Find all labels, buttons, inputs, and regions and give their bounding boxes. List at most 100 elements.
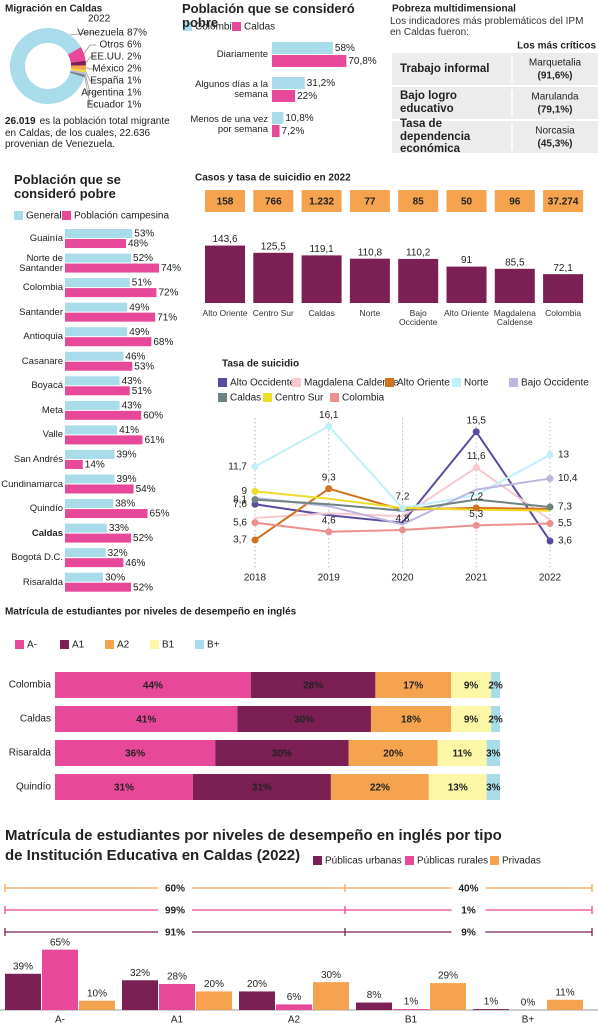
value-label: 9% [464,681,479,692]
case-box [349,190,390,212]
y-tick-label: Antioquia [23,331,63,343]
section-title: Pobreza multidimensional [392,4,516,15]
legend-swatch [313,856,322,865]
case-label: 85 [413,197,425,208]
value-label: 0% [521,998,536,1009]
donut-segment [70,65,86,71]
case-box [494,190,535,212]
value-label: 10,8% [285,113,313,124]
y-tick-label: Santander [19,306,63,318]
y-tick-label: Algunos días a la semana [195,79,268,100]
value-label: 72,1 [553,263,573,274]
chart-title: Casos y tasa de suicidio en 2022 [195,173,351,184]
legend-label: Caldas [244,22,275,33]
legend-label: Bajo Occidente [521,378,589,389]
value-label: 16,1 [319,410,339,421]
value-label: 52% [133,582,153,593]
value-label: 125,5 [261,241,286,252]
series-dot [251,519,259,527]
value-label: 30% [105,572,125,583]
bar [65,239,126,248]
value-label: 20% [247,979,267,990]
legend-swatch [292,378,301,387]
bar [473,1009,509,1010]
legend-label: Población campesina [74,211,169,222]
value-label: 46% [125,351,145,362]
place: Marulanda [531,92,579,103]
value-label: 32% [130,968,150,979]
value-label: 68% [153,337,173,348]
value-label: 32% [108,548,128,559]
bar [65,484,134,494]
case-box [543,190,584,212]
bar [205,245,245,303]
value-label: 8,1 [233,494,247,505]
chart-title: Tasa de suicidio [222,359,299,370]
value-label: 11% [452,749,472,760]
value-label: 143,6 [212,234,237,245]
value-label: 60% [143,410,163,421]
value-label: 11,6 [467,451,486,462]
x-tick-label: Centro Sur [252,308,294,318]
value-label: 10,4 [558,473,578,484]
value-label: 7,2% [282,126,305,137]
split-label: 40% [458,884,478,895]
bar [65,582,132,592]
value-label: 38% [115,499,135,510]
legend-swatch [195,640,204,649]
y-tick-label: Valle [42,429,63,441]
value-label: 6% [127,40,142,51]
row-bg [392,53,598,85]
value-label: 71% [157,312,177,323]
legend-label: Alto Oriente [397,378,450,389]
bar [65,474,115,484]
legend-swatch [62,211,71,220]
bar [5,973,41,1010]
value-label: 4,6 [322,515,336,526]
value-label: 53% [134,229,154,240]
value-label: 11% [555,987,574,998]
value-label: 3,7 [233,535,247,546]
row-bg [392,121,598,153]
bar-segment [375,672,452,698]
series-dot [472,428,480,436]
bar [276,1004,312,1010]
value-label: 39% [117,450,137,461]
legend-swatch [385,378,394,387]
y-tick-label: Caldas [20,714,51,725]
legend-swatch [452,378,461,387]
row-bg [392,87,598,119]
bar-segment [55,706,238,732]
donut-segment [70,68,86,73]
value-label: 1% [127,76,142,87]
y-tick-label: Casanare [21,355,63,367]
note: 26.019 es la población total migrante en … [5,116,180,151]
value-label: 31% [252,783,272,794]
value-label: 2% [127,52,142,63]
split-label-bg [158,924,192,940]
split-label: 60% [165,884,185,895]
bar [272,125,280,137]
case-label: 766 [265,197,282,208]
value-label: 49% [129,327,149,338]
bar [65,327,128,337]
value-label: 51% [132,386,152,397]
value-label: 1% [127,100,142,111]
bar-segment [237,706,371,732]
value-label: 13 [558,449,570,460]
case-box [398,190,439,212]
case-label: 37.274 [548,197,579,208]
value-label: 28% [303,681,323,692]
bar [272,55,347,67]
value-label: 7,3 [558,502,572,513]
value-label: 70,8% [348,56,376,67]
value-label: 6% [287,992,302,1003]
split-label-bg [158,902,192,918]
bar-segment [370,706,452,732]
bar [42,949,78,1010]
bar-segment [330,774,429,800]
bar [65,509,148,519]
